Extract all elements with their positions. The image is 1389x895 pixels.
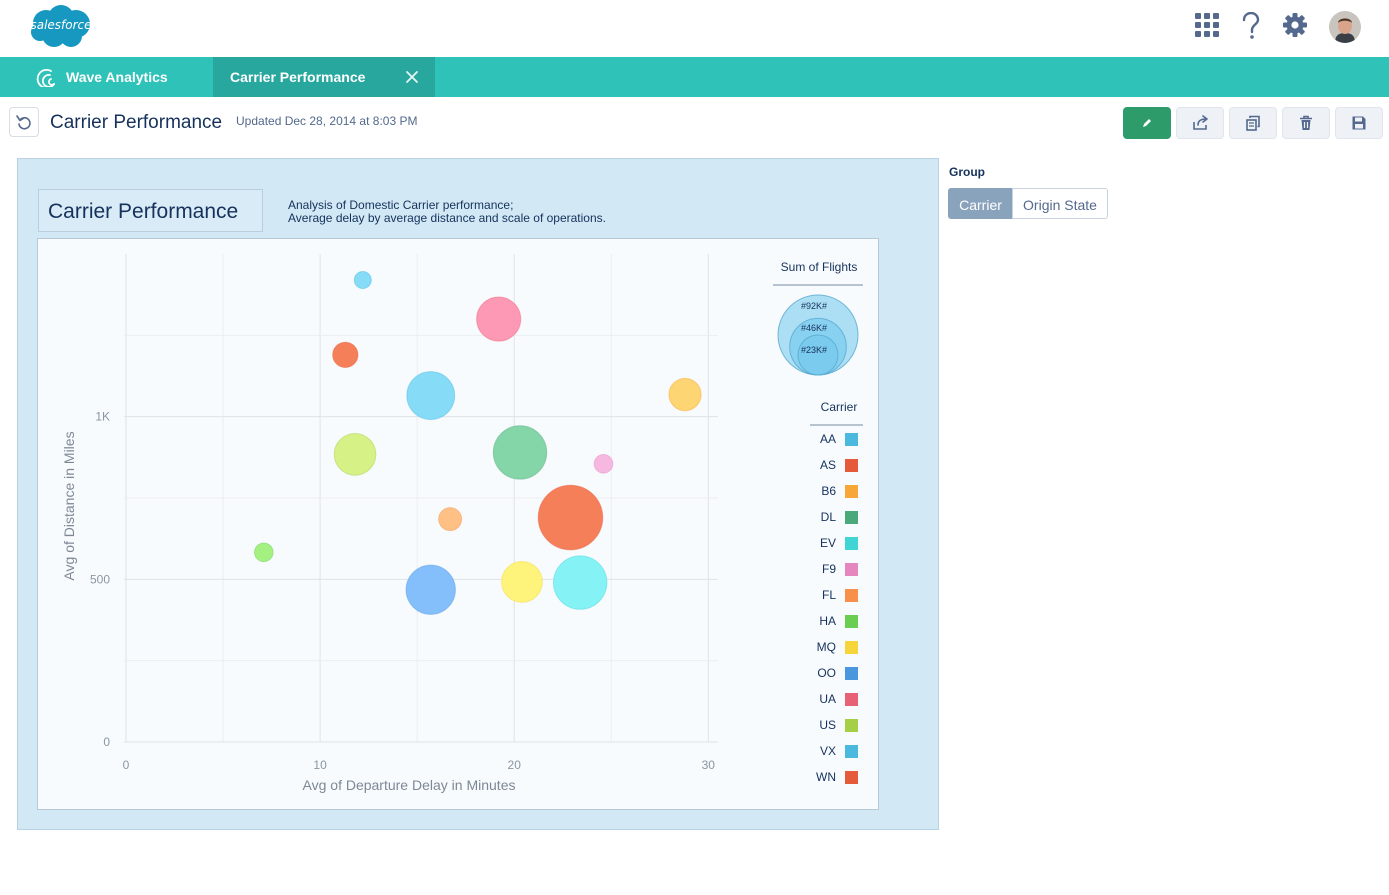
group-option-origin-state[interactable]: Origin State: [1012, 188, 1108, 219]
close-tab-icon[interactable]: [403, 68, 421, 86]
description-line-2: Average delay by average distance and sc…: [288, 211, 606, 225]
share-icon: [1193, 115, 1208, 130]
legend-swatch-vx[interactable]: [845, 745, 858, 758]
bubble-chart-widget[interactable]: 0 10 20 30 0 500 1K Avg of Departure Delay in M…: [37, 238, 879, 810]
bubble-chart[interactable]: 0 10 20 30 0 500 1K Avg of Departure Delay in M…: [38, 239, 880, 811]
page-title: Carrier Performance: [50, 112, 223, 133]
share-button[interactable]: [1176, 107, 1224, 139]
legend-label-wn[interactable]: WN: [816, 770, 836, 784]
size-legend-label: #23K#: [801, 345, 827, 355]
user-avatar[interactable]: [1329, 11, 1361, 43]
legend-label-mq[interactable]: MQ: [817, 640, 836, 654]
legend-label-us[interactable]: US: [819, 718, 836, 732]
x-axis-label: Avg of Departure Delay in Minutes: [303, 777, 516, 793]
tab-wave-analytics[interactable]: Wave Analytics: [0, 57, 213, 97]
carrier-legend-title: Carrier: [821, 400, 858, 414]
tab-carrier-performance[interactable]: Carrier Performance: [213, 57, 435, 97]
help-icon[interactable]: [1239, 11, 1267, 40]
bubble-as[interactable]: [332, 341, 359, 369]
legend-label-aa[interactable]: AA: [820, 432, 836, 446]
legend-swatch-aa[interactable]: [845, 433, 858, 446]
legend-label-ua[interactable]: UA: [819, 692, 836, 706]
bubble-ua[interactable]: [476, 296, 522, 342]
settings-gear-icon[interactable]: [1282, 12, 1310, 40]
legend-swatch-us[interactable]: [845, 719, 858, 732]
group-option-carrier[interactable]: Carrier: [948, 188, 1013, 219]
group-label: Group: [949, 165, 985, 179]
size-legend-circle: [797, 334, 839, 376]
legend-swatch-ha[interactable]: [845, 615, 858, 628]
bubble-b6[interactable]: [668, 377, 702, 412]
bubble-fl[interactable]: [438, 507, 463, 532]
legend-label-fl[interactable]: FL: [822, 588, 836, 602]
legend-swatch-f9[interactable]: [845, 563, 858, 576]
bubble-ha[interactable]: [253, 542, 274, 563]
app-tab-bar: Wave Analytics Carrier Performance: [0, 57, 1389, 97]
undo-button[interactable]: [9, 107, 39, 137]
legend-swatch-b6[interactable]: [845, 485, 858, 498]
y-tick-label: 500: [90, 572, 110, 586]
y-tick-label: 1K: [95, 410, 110, 424]
bubble-oo[interactable]: [405, 564, 456, 615]
clone-button[interactable]: [1229, 107, 1277, 139]
edit-icon: [1143, 119, 1151, 127]
size-legend-label: #92K#: [801, 301, 827, 311]
size-legend-title: Sum of Flights: [781, 260, 858, 274]
legend-swatch-ua[interactable]: [845, 693, 858, 706]
delete-button[interactable]: [1282, 107, 1330, 139]
x-tick-label: 30: [702, 758, 716, 772]
legend-swatch-wn[interactable]: [845, 771, 858, 784]
dashboard-title: Carrier Performance: [48, 200, 239, 223]
tab-carrier-performance-label: Carrier Performance: [230, 69, 366, 85]
bubble-aa[interactable]: [406, 371, 456, 420]
size-legend-label: #46K#: [801, 323, 827, 333]
user-avatar-icon: [1329, 11, 1361, 43]
save-button[interactable]: [1335, 107, 1383, 139]
legend-label-f9[interactable]: F9: [822, 562, 836, 576]
global-header: salesforce: [0, 0, 1389, 57]
bubble-mq[interactable]: [501, 561, 543, 603]
x-tick-label: 20: [508, 758, 522, 772]
salesforce-logo[interactable]: salesforce: [28, 4, 94, 50]
logo-text: salesforce: [30, 18, 92, 32]
legend-swatch-as[interactable]: [845, 459, 858, 472]
y-axis-label: Avg of Distance in Miles: [61, 431, 77, 580]
description-line-1: Analysis of Domestic Carrier performance…: [288, 198, 514, 212]
wave-analytics-icon: [36, 68, 55, 87]
salesforce-cloud-icon: [31, 5, 90, 47]
bubble-us[interactable]: [333, 433, 377, 476]
bubble-vx[interactable]: [353, 270, 372, 290]
legend-label-vx[interactable]: VX: [820, 744, 836, 758]
tab-wave-analytics-label: Wave Analytics: [66, 69, 168, 85]
legend-label-ha[interactable]: HA: [819, 614, 836, 628]
bubble-f9[interactable]: [593, 454, 614, 474]
clone-icon: [1246, 115, 1260, 131]
legend-label-dl[interactable]: DL: [821, 510, 837, 524]
save-icon: [1352, 116, 1366, 130]
x-tick-label: 0: [123, 758, 130, 772]
group-option-origin-state-label: Origin State: [1023, 197, 1097, 213]
legend-swatch-oo[interactable]: [845, 667, 858, 680]
edit-button[interactable]: [1123, 107, 1171, 139]
y-tick-label: 0: [103, 735, 110, 749]
legend-swatch-fl[interactable]: [845, 589, 858, 602]
legend-swatch-mq[interactable]: [845, 641, 858, 654]
legend-label-ev[interactable]: EV: [820, 536, 836, 550]
undo-icon: [16, 115, 31, 130]
legend-label-b6[interactable]: B6: [821, 484, 836, 498]
dashboard-title-widget[interactable]: Carrier Performance: [38, 189, 263, 232]
dashboard-description: Analysis of Domestic Carrier performance…: [288, 199, 606, 225]
trash-icon: [1300, 115, 1312, 130]
legend-swatch-dl[interactable]: [845, 511, 858, 524]
updated-timestamp: Updated Dec 28, 2014 at 8:03 PM: [236, 114, 418, 128]
legend-label-as[interactable]: AS: [820, 458, 836, 472]
apps-grid-icon[interactable]: [1194, 12, 1222, 40]
bubble-dl[interactable]: [492, 425, 548, 480]
x-tick-label: 10: [313, 758, 327, 772]
legend-label-oo[interactable]: OO: [817, 666, 836, 680]
group-option-carrier-label: Carrier: [959, 197, 1002, 213]
bubble-ev[interactable]: [552, 555, 608, 610]
bubble-wn[interactable]: [537, 484, 604, 551]
legend-swatch-ev[interactable]: [845, 537, 858, 550]
